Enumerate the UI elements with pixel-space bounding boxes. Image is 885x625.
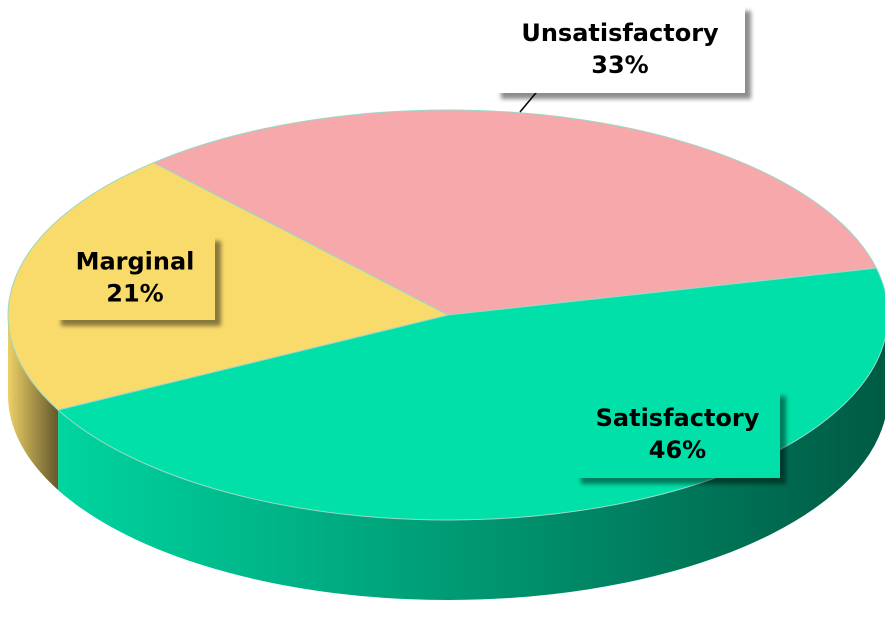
value-label: 21% [106,280,163,308]
pie-sides [8,315,885,600]
labels: Unsatisfactory 33% Satisfactory 46% Marginal… [55,5,780,478]
value-label: 46% [649,436,706,464]
slice [152,109,878,316]
slice [7,162,450,411]
value-label: 33% [591,51,648,79]
label-box [55,235,215,320]
slice-side-shade [8,315,59,490]
slice-side-shade [58,338,885,600]
label-box [575,390,780,478]
slice-label: Marginal [76,248,195,276]
label-box [495,5,745,93]
slice-label: Satisfactory [596,404,760,432]
slice-label: Unsatisfactory [521,19,719,47]
